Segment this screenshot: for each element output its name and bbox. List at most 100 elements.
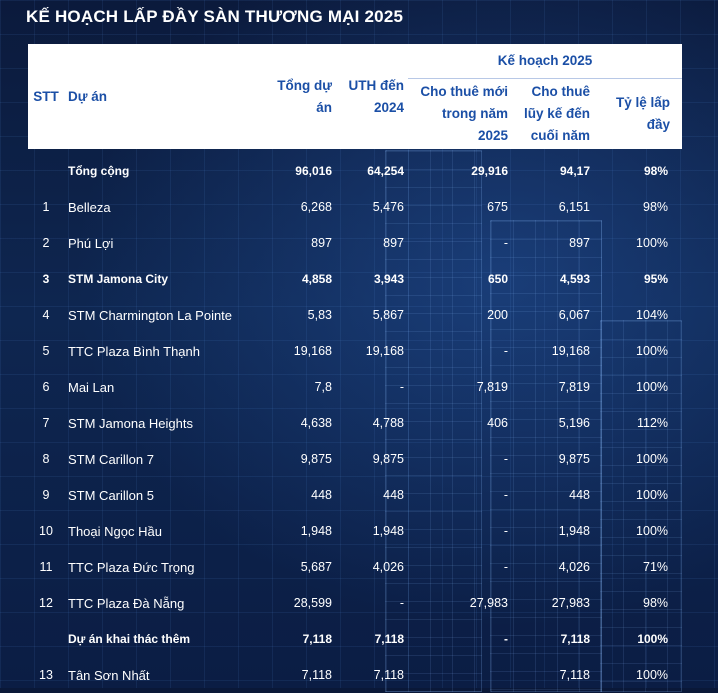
cell-stt: 13 (39, 668, 53, 682)
cell-project: STM Jamona Heights (68, 415, 193, 431)
table-row-additional: Dự án khai thác thêm 7,118 7,118 - 7,118… (28, 621, 682, 657)
cell-stt: 4 (42, 308, 50, 322)
cell-total: 96,016 (295, 164, 332, 178)
cell-total: 448 (311, 488, 332, 502)
cell-uth: 897 (383, 236, 404, 250)
cell-cumulative: 7,819 (558, 380, 590, 394)
background-building-mid (490, 220, 602, 692)
cell-new-lease: 7,819 (476, 380, 508, 394)
cell-project: STM Carillon 7 (68, 451, 154, 467)
cell-total: 4,858 (301, 272, 332, 286)
header-new-lease: Cho thuê mới trong năm 2025 (408, 79, 512, 150)
header-project: Dự án (68, 88, 108, 104)
header-new-line1: Cho thuê mới (420, 84, 508, 99)
header-plan-2025: Kế hoạch 2025 (408, 44, 683, 79)
cell-stt: 12 (39, 596, 53, 610)
cell-total: 6,268 (300, 200, 332, 214)
cell-stt: 2 (42, 236, 50, 250)
header-new-line3: 2025 (477, 128, 508, 143)
cell-rate: 71% (643, 560, 669, 574)
header-total-line1: Tổng dự (277, 77, 332, 93)
cell-new-lease: 200 (487, 308, 508, 322)
cell-new-lease: - (503, 344, 508, 358)
header-new-line2: trong năm (442, 106, 508, 121)
cell-cumulative: 9,875 (558, 452, 590, 466)
cell-stt: 11 (39, 560, 53, 574)
table-row: 7 STM Jamona Heights 4,638 4,788 406 5,1… (28, 405, 682, 441)
cell-stt (28, 621, 64, 657)
table-row: 13 Tân Sơn Nhất 7,118 7,118 7,118 100% (28, 657, 682, 693)
table-row: 8 STM Carillon 7 9,875 9,875 - 9,875 100… (28, 441, 682, 477)
cell-stt: 3 (42, 272, 50, 286)
cell-uth: 7,118 (373, 668, 404, 682)
table-row: 3 STM Jamona City 4,858 3,943 650 4,593 … (28, 261, 682, 297)
cell-uth: - (399, 596, 404, 610)
cell-uth: 7,118 (374, 632, 404, 646)
cell-stt (28, 153, 64, 189)
cell-rate: 100% (636, 668, 669, 682)
cell-project: TTC Plaza Đà Nẵng (68, 595, 185, 611)
cell-stt: 7 (42, 416, 50, 430)
header-stt: STT (33, 88, 59, 104)
cell-new-lease: 29,916 (471, 164, 508, 178)
cell-total: 5,83 (307, 308, 332, 322)
cell-cumulative: 7,118 (559, 668, 590, 682)
table-row: 2 Phú Lợi 897 897 - 897 100% (28, 225, 682, 261)
cell-new-lease: - (503, 452, 508, 466)
header-uth: UTH đến 2024 (336, 44, 408, 149)
cell-total: 7,8 (314, 380, 332, 394)
cell-stt: 5 (42, 344, 50, 358)
cell-uth: 3,943 (373, 272, 404, 286)
header-uth-line1: UTH đến (348, 77, 405, 93)
cell-new-lease: - (503, 524, 508, 538)
cell-cumulative: 4,593 (559, 272, 590, 286)
cell-rate: 98% (643, 596, 669, 610)
cell-rate: 100% (636, 452, 669, 466)
page-title: KẾ HOẠCH LẤP ĐẦY SÀN THƯƠNG MẠI 2025 (26, 7, 404, 26)
cell-project: TTC Plaza Bình Thạnh (68, 343, 200, 359)
cell-new-lease: - (503, 236, 508, 250)
cell-uth: 5,476 (372, 200, 404, 214)
cell-rate: 112% (636, 416, 669, 430)
cell-project: Tổng cộng (68, 164, 130, 178)
cell-cumulative: 1,948 (558, 524, 590, 538)
cell-project: Dự án khai thác thêm (68, 632, 191, 646)
cell-cumulative: 5,196 (558, 416, 590, 430)
cell-total: 28,599 (293, 596, 332, 610)
cell-total: 19,168 (293, 344, 332, 358)
cell-cumulative: 19,168 (551, 344, 590, 358)
cell-rate: 100% (636, 344, 669, 358)
cell-rate: 100% (636, 236, 669, 250)
cell-rate: 98% (644, 164, 669, 178)
cell-rate: 100% (636, 488, 669, 502)
table-row: 12 TTC Plaza Đà Nẵng 28,599 - 27,983 27,… (28, 585, 682, 621)
cell-uth: 448 (383, 488, 404, 502)
cell-uth: - (399, 380, 404, 394)
cell-cumulative: 6,151 (558, 200, 590, 214)
cell-stt: 8 (42, 452, 50, 466)
table-row: 1 Belleza 6,268 5,476 675 6,151 98% (28, 189, 682, 225)
cell-total: 7,118 (302, 632, 332, 646)
cell-uth: 5,867 (372, 308, 404, 322)
cell-uth: 1,948 (372, 524, 404, 538)
header-cumulative-lease: Cho thuê lũy kế đến cuối năm (512, 79, 594, 150)
cell-total: 4,638 (300, 416, 332, 430)
header-total-line2: án (316, 99, 332, 115)
cell-stt: 1 (42, 200, 50, 214)
header-cum-line1: Cho thuê (531, 84, 591, 99)
cell-new-lease: 406 (487, 416, 508, 430)
cell-stt: 9 (42, 488, 50, 502)
cell-rate: 100% (636, 380, 669, 394)
cell-project: Belleza (68, 199, 111, 215)
cell-project: TTC Plaza Đức Trọng (68, 559, 195, 575)
cell-cumulative: 27,983 (551, 596, 590, 610)
table-row: 4 STM Charmington La Pointe 5,83 5,867 2… (28, 297, 682, 333)
cell-total: 1,948 (300, 524, 332, 538)
cell-total: 9,875 (300, 452, 332, 466)
cell-cumulative: 448 (569, 488, 590, 502)
occupancy-plan-table: STT Dự án Tổng dự án UTH đến 2024 Kế hoạ… (28, 44, 683, 693)
cell-cumulative: 7,118 (560, 632, 590, 646)
cell-project: STM Carillon 5 (68, 487, 154, 503)
header-total: Tổng dự án (254, 44, 336, 149)
